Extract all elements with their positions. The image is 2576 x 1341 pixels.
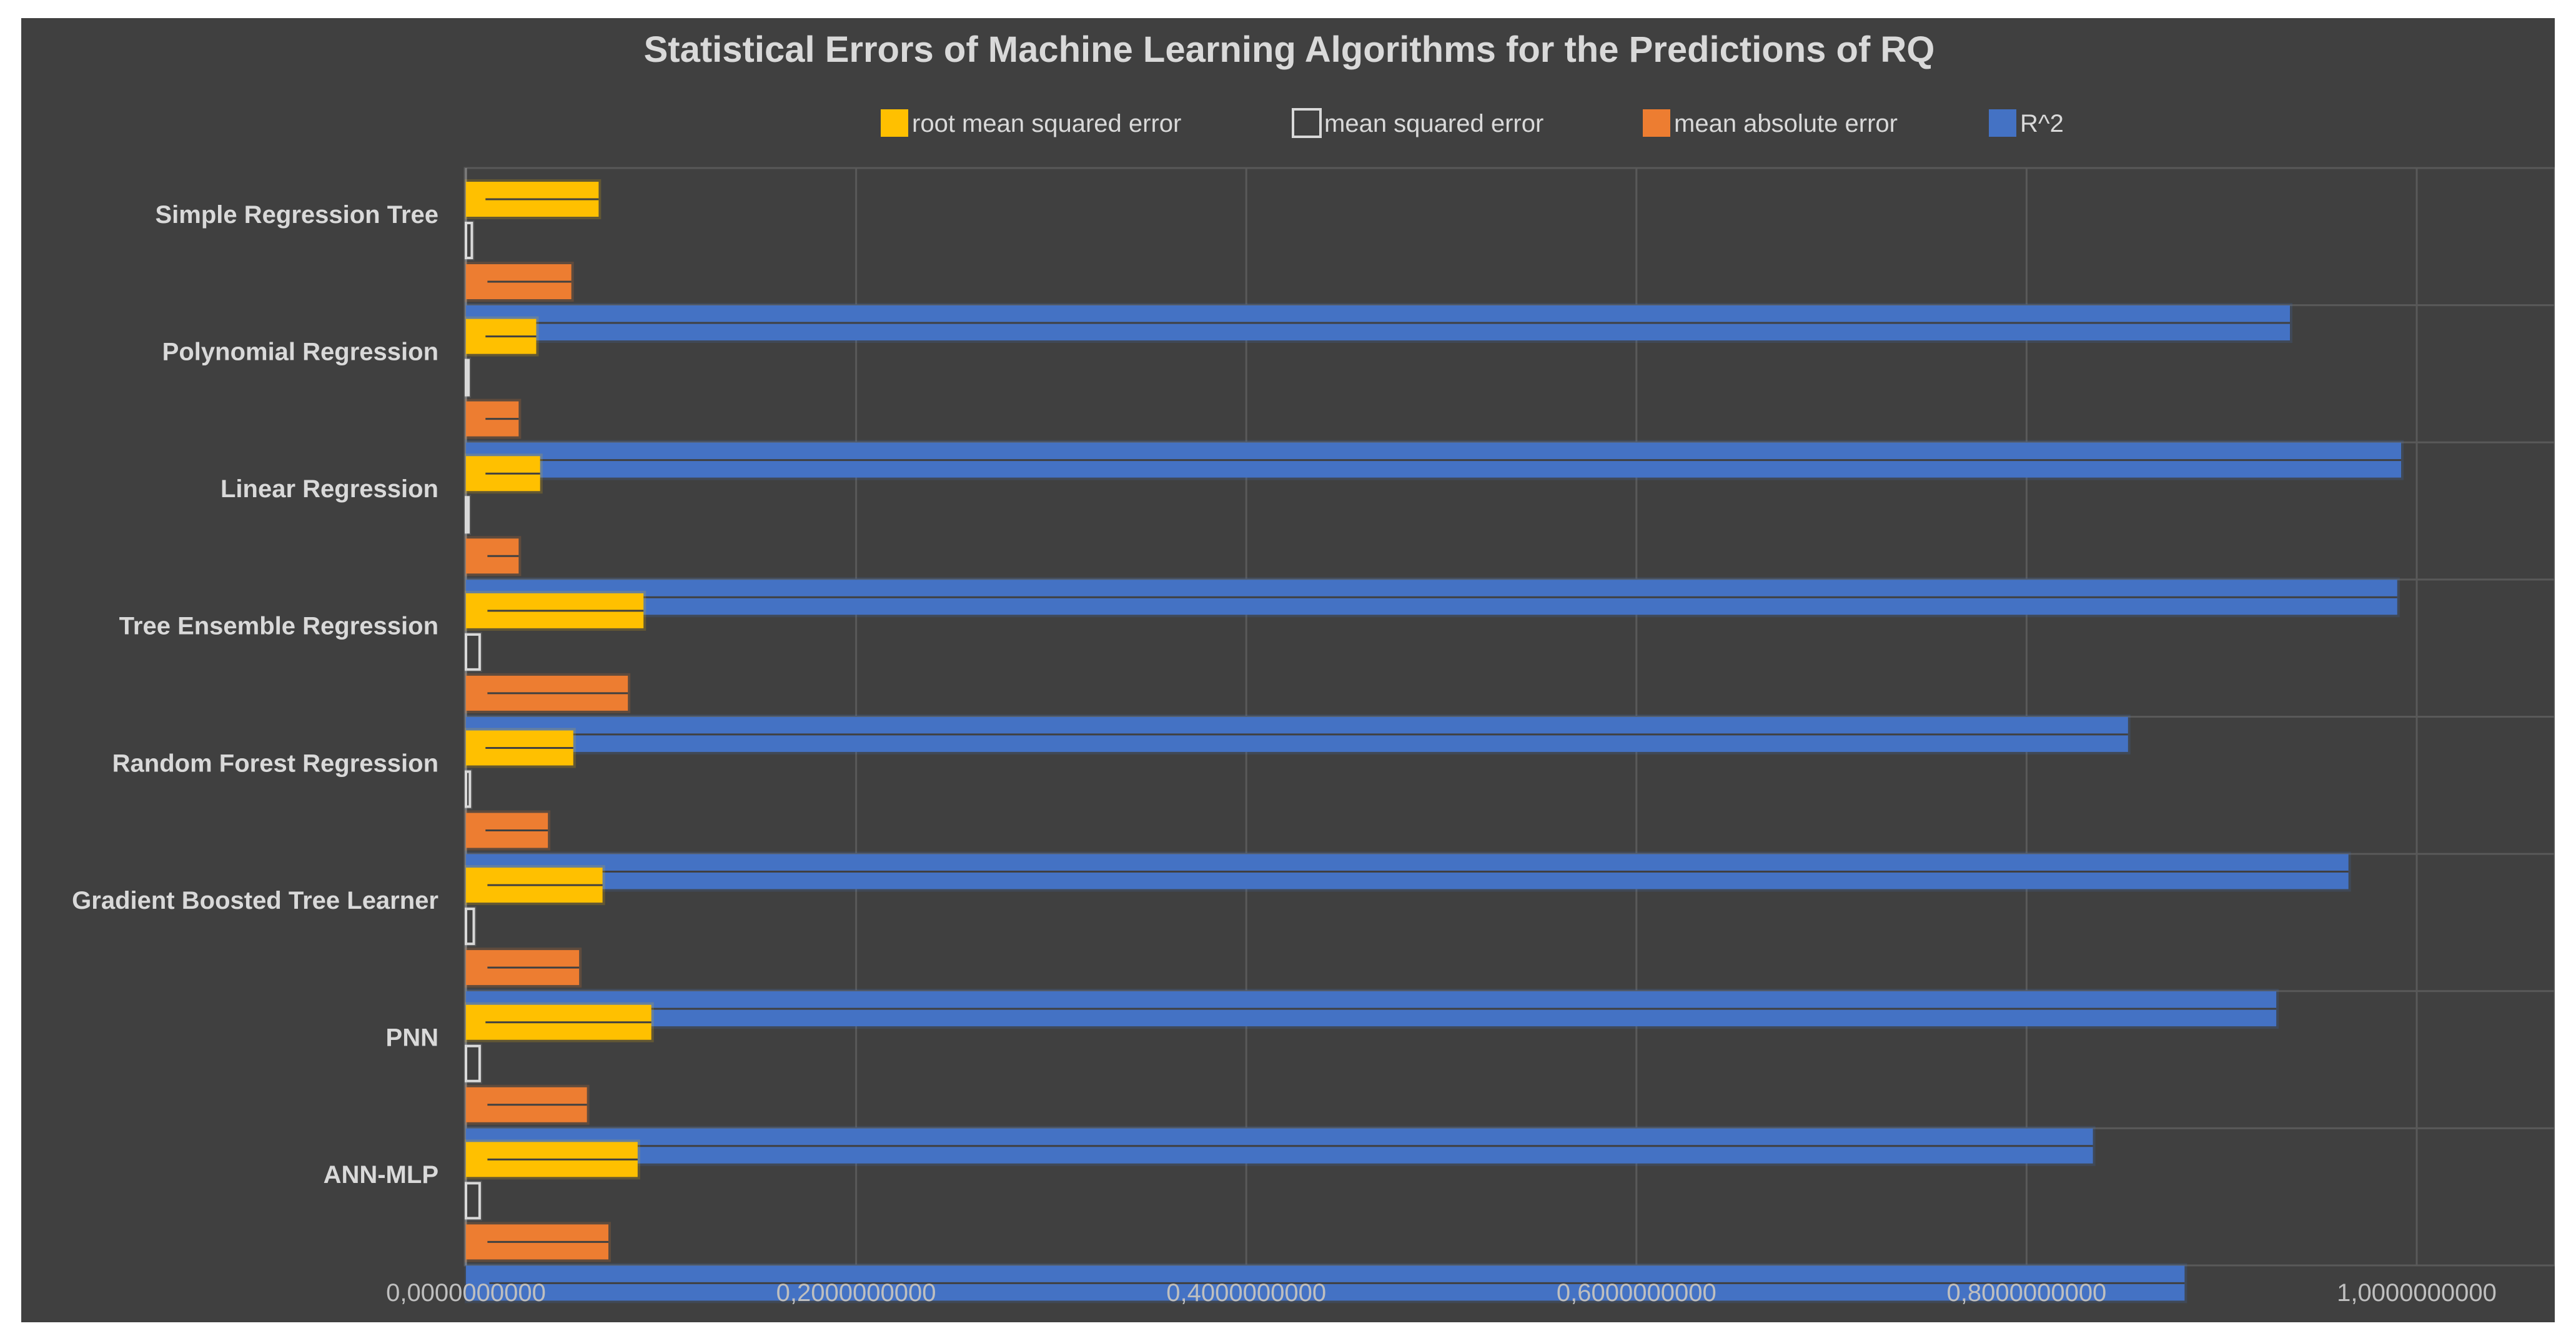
legend-label-r-2: R^2 [2020,110,2064,137]
category-label-pnn: PNN [386,1024,438,1052]
legend-label-mean-absolute-error: mean absolute error [1674,110,1898,137]
bar-mean-absolute-error-simple-regression-tree [465,262,574,302]
legend-swatch-r-2 [1989,109,2016,137]
bar-rect [465,908,475,946]
bar-mean-squared-error-gradient-boosted-tree-learner [465,906,477,947]
bar-mean-absolute-error-pnn [465,1084,590,1125]
category-label-ann-mlp: ANN-MLP [324,1161,438,1189]
bar-root-mean-squared-error-gradient-boosted-tree-learner [465,865,605,906]
category-label-gradient-boosted-tree-learner: Gradient Boosted Tree Learner [72,887,438,914]
x-tick-label: 0,6000000000 [1557,1279,1717,1307]
chart-title: Statistical Errors of Machine Learning A… [644,29,1935,70]
category-label-simple-regression-tree: Simple Regression Tree [155,201,438,229]
bar-root-mean-squared-error-random-forest-regression [465,728,576,768]
x-tick-label: 0,8000000000 [1946,1279,2106,1307]
bar-mean-squared-error-linear-regression [465,495,471,535]
legend-swatch-mean-squared-error [1292,108,1322,138]
bar-rect [465,770,472,808]
bar-rect [465,1182,481,1220]
category-label-polynomial-regression: Polynomial Regression [162,338,438,365]
category-labels: Simple Regression Tree Polynomial Regress… [72,201,438,1189]
bar-rect [465,633,481,671]
bar-r-2-pnn [465,1126,2096,1166]
bar-r-2-ann-mlp [465,1263,2187,1304]
chart-area: Statistical Errors of Machine Learning A… [21,18,2555,1322]
legend-label-mean-squared-error: mean squared error [1324,110,1543,137]
bar-rect [465,359,470,397]
bar-mean-squared-error-random-forest-regression [465,769,473,809]
bar-mean-absolute-error-linear-regression [465,536,522,576]
bar-mean-squared-error-ann-mlp [465,1180,482,1221]
bar-mean-squared-error-polynomial-regression [465,357,471,398]
category-label-tree-ensemble-regression: Tree Ensemble Regression [119,613,438,640]
legend: root mean squared error mean squared erro… [881,108,2064,138]
bar-r-2-random-forest-regression [465,851,2351,892]
bar-r-2-simple-regression-tree [465,303,2293,343]
bar-root-mean-squared-error-pnn [465,1002,654,1042]
legend-swatch-root-mean-squared-error [881,109,908,137]
bars [465,179,2404,1304]
bar-mean-squared-error-pnn [465,1043,482,1084]
bar-chart: Statistical Errors of Machine Learning A… [72,29,2555,1307]
bar-r-2-polynomial-regression [465,440,2404,480]
legend-swatch-mean-absolute-error [1643,109,1670,137]
bar-mean-squared-error-simple-regression-tree [465,220,475,260]
x-tick-label: 0,0000000000 [386,1279,546,1307]
bar-r-2-linear-regression [465,577,2400,618]
bar-mean-absolute-error-gradient-boosted-tree-learner [465,948,582,988]
bar-rect [465,496,470,534]
category-label-linear-regression: Linear Regression [220,475,438,503]
bar-mean-absolute-error-tree-ensemble-regression [465,673,631,713]
bar-r-2-tree-ensemble-regression [465,714,2131,755]
bar-rect [465,222,473,259]
x-tick-labels: 0,0000000000 0,2000000000 0,4000000000 0,60… [386,1279,2497,1307]
bar-rect [465,1044,481,1082]
bar-mean-absolute-error-ann-mlp [465,1222,611,1262]
bar-r-2-gradient-boosted-tree-learner [465,989,2279,1029]
gridlines [465,168,2555,1265]
x-tick-label: 0,2000000000 [776,1279,936,1307]
x-tick-label: 1,0000000000 [2337,1279,2497,1307]
bar-root-mean-squared-error-linear-regression [465,453,543,494]
bar-root-mean-squared-error-simple-regression-tree [465,179,602,219]
bar-mean-absolute-error-random-forest-regression [465,810,551,851]
bar-root-mean-squared-error-tree-ensemble-regression [465,590,646,631]
legend-label-root-mean-squared-error: root mean squared error [912,110,1181,137]
bar-root-mean-squared-error-ann-mlp [465,1139,640,1180]
bar-mean-squared-error-tree-ensemble-regression [465,631,482,672]
bar-root-mean-squared-error-polynomial-regression [465,316,539,357]
bar-mean-absolute-error-polynomial-regression [465,398,522,439]
plot-frame [463,167,2555,1267]
x-tick-label: 0,4000000000 [1166,1279,1326,1307]
category-label-random-forest-regression: Random Forest Regression [112,750,438,777]
